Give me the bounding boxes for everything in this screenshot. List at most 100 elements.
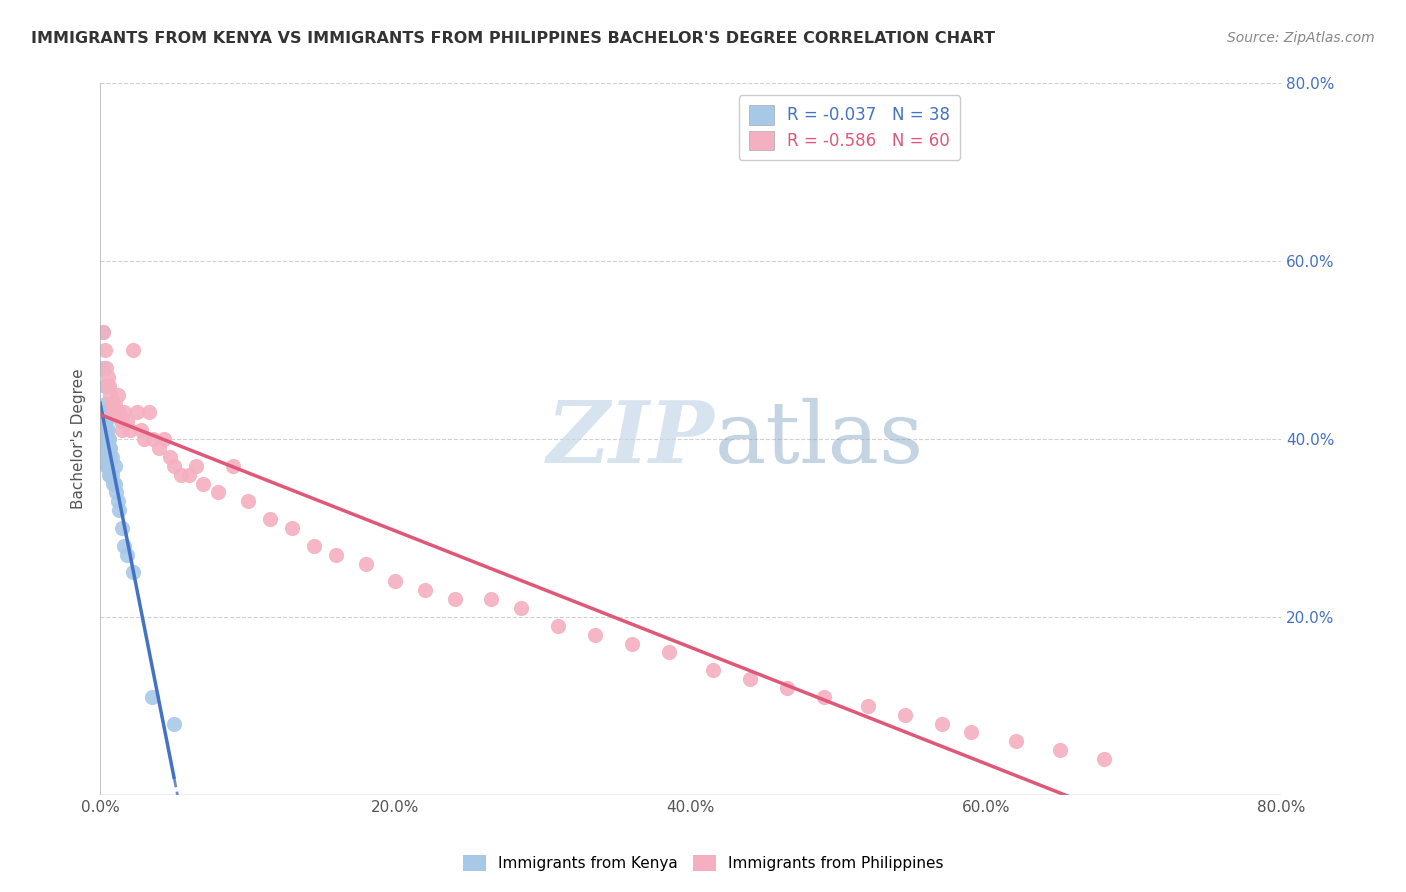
Point bbox=[93, 396, 115, 410]
Point bbox=[107, 387, 129, 401]
Point bbox=[302, 539, 325, 553]
Point bbox=[91, 326, 114, 340]
Point bbox=[159, 450, 181, 464]
Point bbox=[193, 476, 215, 491]
Point bbox=[100, 387, 122, 401]
Point bbox=[163, 458, 186, 473]
Point bbox=[163, 716, 186, 731]
Point bbox=[894, 707, 917, 722]
Y-axis label: Bachelor's Degree: Bachelor's Degree bbox=[72, 368, 86, 509]
Point bbox=[98, 441, 121, 455]
Point bbox=[931, 716, 953, 731]
Point bbox=[134, 432, 156, 446]
Point bbox=[96, 369, 118, 384]
Point bbox=[101, 450, 124, 464]
Point bbox=[481, 592, 503, 607]
Point bbox=[98, 378, 121, 392]
Point bbox=[101, 396, 124, 410]
Point bbox=[91, 326, 114, 340]
Point bbox=[115, 414, 138, 428]
Point bbox=[96, 458, 118, 473]
Point bbox=[856, 698, 879, 713]
Point bbox=[620, 636, 643, 650]
Point bbox=[94, 441, 117, 455]
Point bbox=[443, 592, 465, 607]
Point bbox=[93, 414, 115, 428]
Point bbox=[1092, 752, 1115, 766]
Point bbox=[98, 432, 121, 446]
Point bbox=[104, 396, 127, 410]
Point bbox=[658, 645, 681, 659]
Point bbox=[259, 512, 281, 526]
Point bbox=[94, 423, 117, 437]
Point bbox=[547, 619, 569, 633]
Point bbox=[93, 405, 115, 419]
Point bbox=[94, 458, 117, 473]
Point bbox=[170, 467, 193, 482]
Point bbox=[702, 663, 724, 677]
Point bbox=[510, 601, 533, 615]
Point bbox=[100, 450, 122, 464]
Text: ZIP: ZIP bbox=[547, 397, 714, 481]
Point bbox=[112, 539, 135, 553]
Point bbox=[1004, 734, 1026, 748]
Point bbox=[1049, 743, 1071, 757]
Text: atlas: atlas bbox=[714, 398, 924, 481]
Point bbox=[103, 476, 125, 491]
Point bbox=[112, 405, 135, 419]
Point bbox=[101, 467, 124, 482]
Point bbox=[738, 672, 761, 686]
Point bbox=[152, 432, 174, 446]
Point bbox=[107, 494, 129, 508]
Point bbox=[105, 405, 128, 419]
Point bbox=[148, 441, 170, 455]
Point bbox=[94, 432, 117, 446]
Text: Source: ZipAtlas.com: Source: ZipAtlas.com bbox=[1227, 31, 1375, 45]
Point bbox=[207, 485, 229, 500]
Point bbox=[96, 423, 118, 437]
Point bbox=[960, 725, 983, 739]
Point bbox=[177, 467, 200, 482]
Point bbox=[98, 450, 121, 464]
Point bbox=[236, 494, 259, 508]
Point bbox=[118, 423, 141, 437]
Point bbox=[103, 405, 125, 419]
Point bbox=[141, 690, 163, 704]
Point bbox=[138, 405, 160, 419]
Point bbox=[93, 343, 115, 358]
Point bbox=[110, 414, 132, 428]
Point bbox=[115, 548, 138, 562]
Point bbox=[96, 378, 118, 392]
Point bbox=[98, 467, 121, 482]
Point bbox=[813, 690, 835, 704]
Point bbox=[776, 681, 799, 695]
Point bbox=[104, 458, 127, 473]
Point bbox=[96, 441, 118, 455]
Point bbox=[111, 521, 134, 535]
Point bbox=[96, 450, 118, 464]
Point bbox=[94, 360, 117, 375]
Legend: R = -0.037   N = 38, R = -0.586   N = 60: R = -0.037 N = 38, R = -0.586 N = 60 bbox=[738, 95, 960, 161]
Point bbox=[325, 548, 347, 562]
Point bbox=[354, 557, 377, 571]
Point bbox=[583, 628, 606, 642]
Point bbox=[100, 441, 122, 455]
Point bbox=[184, 458, 207, 473]
Point bbox=[100, 467, 122, 482]
Point bbox=[104, 476, 127, 491]
Point bbox=[91, 360, 114, 375]
Point bbox=[94, 450, 117, 464]
Point bbox=[121, 566, 143, 580]
Point bbox=[93, 378, 115, 392]
Point bbox=[281, 521, 304, 535]
Point bbox=[111, 423, 134, 437]
Point bbox=[108, 405, 131, 419]
Point bbox=[105, 485, 128, 500]
Point bbox=[142, 432, 165, 446]
Point bbox=[96, 432, 118, 446]
Point bbox=[125, 405, 148, 419]
Point bbox=[108, 503, 131, 517]
Point bbox=[131, 423, 153, 437]
Point bbox=[222, 458, 245, 473]
Point bbox=[94, 414, 117, 428]
